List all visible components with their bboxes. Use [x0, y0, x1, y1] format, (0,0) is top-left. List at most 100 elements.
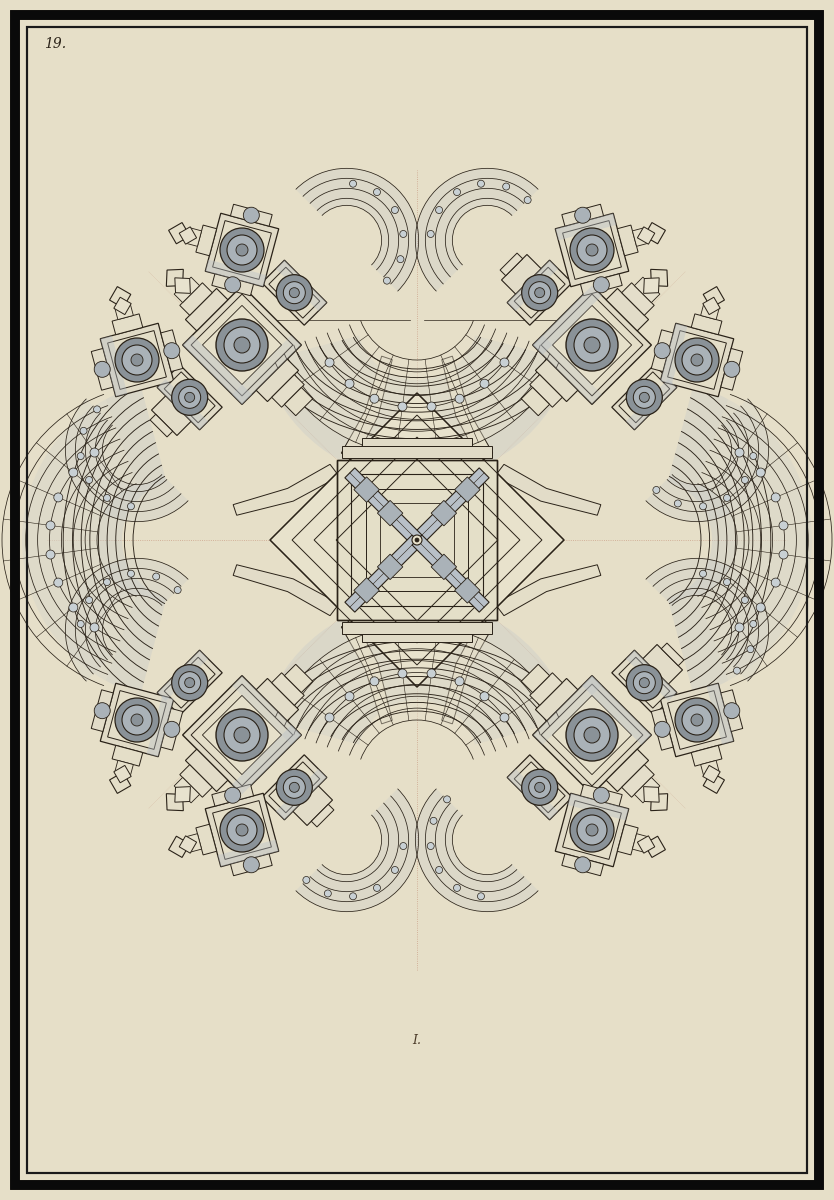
Wedge shape [296, 788, 419, 912]
Circle shape [122, 704, 152, 734]
Polygon shape [230, 854, 272, 876]
Circle shape [724, 703, 740, 719]
Circle shape [529, 282, 550, 304]
Circle shape [172, 379, 208, 415]
Circle shape [675, 698, 719, 742]
Polygon shape [637, 227, 655, 244]
Wedge shape [22, 385, 167, 695]
Circle shape [503, 184, 510, 190]
Circle shape [500, 713, 509, 722]
Circle shape [128, 570, 134, 577]
Circle shape [370, 395, 379, 403]
Circle shape [633, 672, 656, 694]
Polygon shape [115, 304, 133, 319]
Circle shape [455, 395, 464, 403]
Circle shape [682, 704, 712, 734]
Circle shape [324, 890, 331, 896]
Polygon shape [580, 785, 622, 806]
Wedge shape [65, 398, 188, 522]
Polygon shape [113, 766, 131, 782]
Circle shape [412, 535, 422, 545]
Circle shape [325, 713, 334, 722]
Circle shape [478, 180, 485, 187]
Polygon shape [362, 634, 472, 642]
Polygon shape [721, 690, 743, 732]
Circle shape [691, 714, 703, 726]
Polygon shape [701, 304, 719, 319]
Polygon shape [168, 222, 190, 244]
Polygon shape [626, 379, 677, 430]
Circle shape [224, 787, 241, 803]
Polygon shape [691, 314, 722, 335]
Wedge shape [415, 788, 538, 912]
Circle shape [184, 392, 194, 402]
Wedge shape [296, 168, 419, 292]
Polygon shape [164, 658, 215, 708]
Circle shape [370, 677, 379, 685]
Circle shape [224, 716, 260, 754]
Circle shape [163, 343, 180, 359]
Polygon shape [205, 793, 279, 866]
Polygon shape [272, 673, 304, 706]
Circle shape [227, 815, 257, 845]
Polygon shape [507, 769, 558, 820]
Circle shape [427, 402, 436, 412]
Circle shape [741, 476, 748, 484]
Polygon shape [555, 214, 629, 287]
Circle shape [756, 468, 765, 478]
Circle shape [244, 208, 259, 223]
Polygon shape [644, 836, 666, 858]
Wedge shape [263, 336, 571, 480]
Circle shape [741, 596, 748, 604]
Polygon shape [533, 676, 651, 794]
Circle shape [53, 578, 63, 587]
Polygon shape [157, 650, 208, 701]
Circle shape [216, 709, 268, 761]
Polygon shape [442, 618, 493, 724]
Circle shape [78, 452, 84, 460]
Circle shape [391, 206, 399, 214]
Circle shape [586, 824, 598, 836]
Circle shape [691, 354, 703, 366]
Circle shape [675, 338, 719, 382]
Polygon shape [621, 283, 654, 316]
Polygon shape [191, 684, 293, 786]
Circle shape [220, 228, 264, 272]
Polygon shape [533, 286, 602, 355]
Circle shape [303, 876, 310, 883]
Polygon shape [185, 288, 228, 331]
Polygon shape [232, 676, 301, 745]
Circle shape [115, 338, 159, 382]
Wedge shape [263, 600, 571, 744]
Circle shape [374, 884, 380, 892]
Circle shape [723, 578, 731, 586]
Polygon shape [100, 336, 128, 397]
Circle shape [216, 319, 268, 371]
Polygon shape [276, 260, 327, 311]
Circle shape [90, 448, 99, 457]
Circle shape [735, 448, 744, 457]
Polygon shape [232, 725, 301, 794]
Circle shape [284, 776, 305, 798]
Polygon shape [311, 804, 334, 827]
Polygon shape [157, 650, 222, 715]
Polygon shape [180, 283, 213, 316]
Polygon shape [147, 696, 173, 757]
Circle shape [570, 808, 614, 852]
Circle shape [750, 620, 756, 628]
Polygon shape [284, 388, 313, 415]
Circle shape [626, 379, 662, 415]
Polygon shape [644, 787, 659, 802]
Polygon shape [168, 836, 190, 858]
Polygon shape [166, 269, 183, 287]
Polygon shape [256, 359, 299, 402]
Polygon shape [533, 335, 602, 404]
Polygon shape [412, 535, 489, 612]
Polygon shape [269, 762, 319, 812]
Circle shape [577, 235, 607, 265]
Circle shape [700, 503, 706, 510]
Circle shape [345, 379, 354, 388]
Circle shape [224, 326, 260, 362]
Wedge shape [271, 625, 563, 760]
Circle shape [566, 319, 618, 371]
